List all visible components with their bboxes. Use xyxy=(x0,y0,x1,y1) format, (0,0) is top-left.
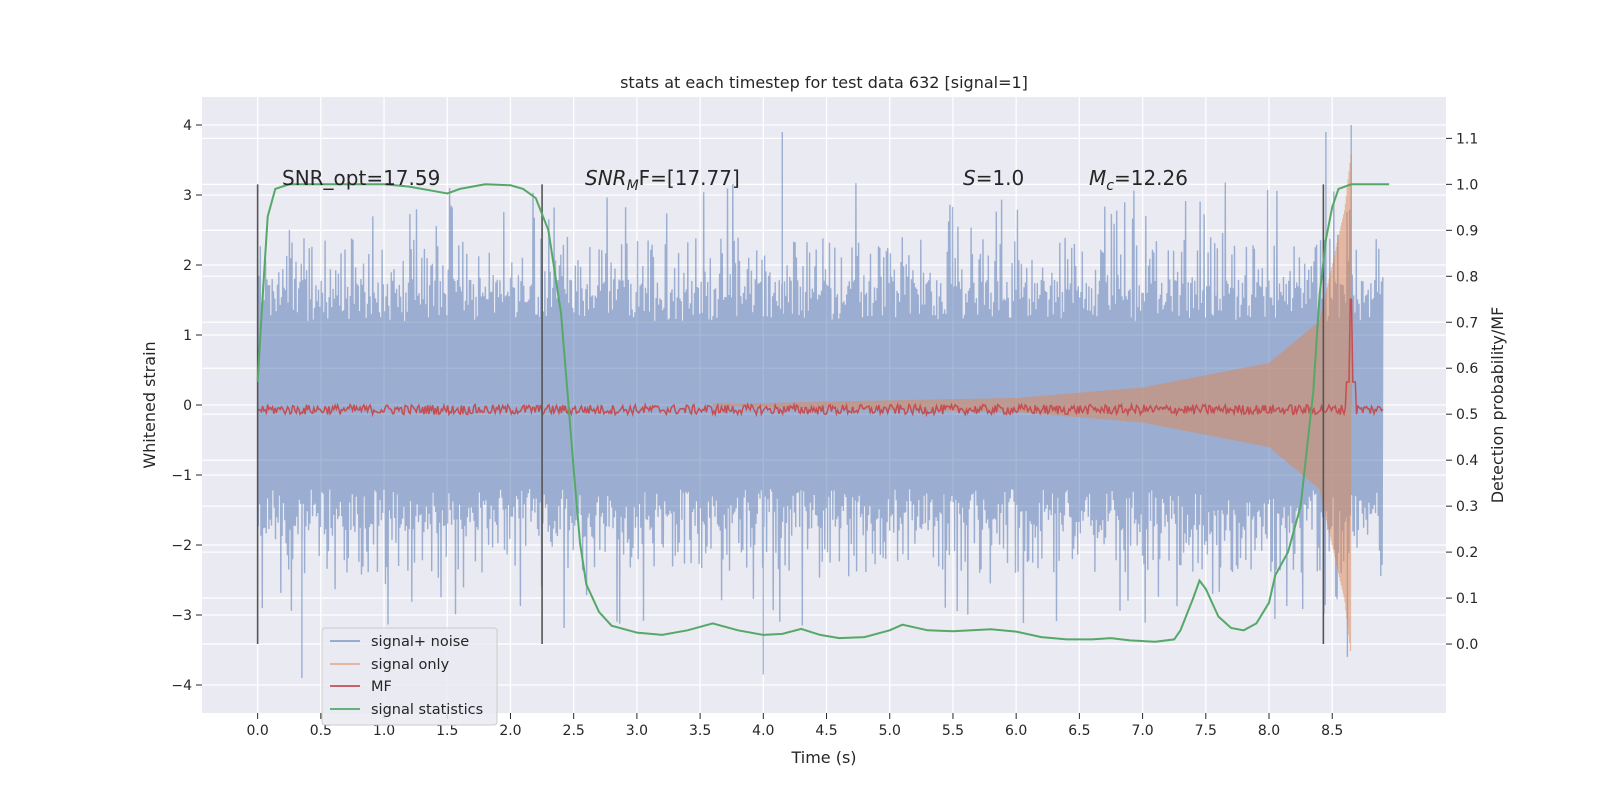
x-tick-label: 0.5 xyxy=(310,723,332,739)
left-tick-label: 0 xyxy=(183,398,192,414)
x-tick-label: 2.5 xyxy=(563,723,585,739)
mc-annotation: Mc=12.26 xyxy=(1089,166,1188,194)
right-tick-label: 0.5 xyxy=(1456,407,1478,423)
annotations: SNR_opt=17.59 SNRMF=[17.77] S=1.0 Mc=12.… xyxy=(282,166,1188,194)
x-tick-label: 8.0 xyxy=(1258,723,1280,739)
chart-title: stats at each timestep for test data 632… xyxy=(620,73,1028,92)
x-tick-label: 0.0 xyxy=(246,723,268,739)
legend-label-signal-statistics: signal statistics xyxy=(371,702,483,718)
x-tick-label: 1.0 xyxy=(373,723,395,739)
legend: signal+ noise signal only MF signal stat… xyxy=(321,627,498,726)
x-tick-label: 1.5 xyxy=(436,723,458,739)
right-axis-ticks: 1.1 1.0 0.9 0.8 0.7 0.6 0.5 0.4 0.3 0.2 0.1 0.0 xyxy=(1446,131,1478,653)
left-tick-label: −1 xyxy=(171,468,192,484)
legend-label-signal-noise: signal+ noise xyxy=(371,634,469,650)
left-axis-ticks: 4 3 2 1 0 −1 −2 −3 −4 xyxy=(171,118,202,694)
x-tick-label: 8.5 xyxy=(1321,723,1343,739)
snr-opt-annotation: SNR_opt=17.59 xyxy=(282,166,440,190)
x-tick-label: 3.5 xyxy=(689,723,711,739)
x-tick-label: 3.0 xyxy=(626,723,648,739)
right-tick-label: 0.8 xyxy=(1456,269,1478,285)
x-tick-label: 2.0 xyxy=(499,723,521,739)
right-tick-label: 1.0 xyxy=(1456,177,1478,193)
left-tick-label: 4 xyxy=(183,118,192,134)
right-tick-label: 0.1 xyxy=(1456,591,1478,607)
right-tick-label: 0.3 xyxy=(1456,499,1478,515)
signal-noise-series xyxy=(256,125,1384,678)
left-tick-label: −4 xyxy=(171,678,192,694)
x-tick-label: 7.0 xyxy=(1131,723,1153,739)
legend-label-mf: MF xyxy=(371,679,392,695)
right-tick-label: 0.9 xyxy=(1456,223,1478,239)
left-tick-label: −3 xyxy=(171,608,192,624)
left-tick-label: 1 xyxy=(183,328,192,344)
mf-series xyxy=(257,298,1384,418)
x-tick-label: 6.0 xyxy=(1005,723,1027,739)
right-tick-label: 0.2 xyxy=(1456,545,1478,561)
signal-noise-line xyxy=(256,125,1384,678)
right-tick-label: 0.4 xyxy=(1456,453,1478,469)
right-tick-label: 0.0 xyxy=(1456,637,1478,653)
left-tick-label: −2 xyxy=(171,538,192,554)
x-tick-label: 6.5 xyxy=(1068,723,1090,739)
left-axis-label: Whitened strain xyxy=(140,341,159,468)
signal-statistics-line xyxy=(256,183,1390,643)
legend-box xyxy=(321,627,498,726)
s-annotation: S=1.0 xyxy=(963,166,1024,190)
left-tick-label: 3 xyxy=(183,188,192,204)
x-tick-label: 7.5 xyxy=(1195,723,1217,739)
x-axis-ticks: 0.0 0.5 1.0 1.5 2.0 2.5 3.0 3.5 4.0 4.5 5.0 5.5 6.0 6… xyxy=(246,713,1343,739)
mf-line xyxy=(257,298,1384,418)
snr-mf-annotation: SNRMF=[17.77] xyxy=(585,166,740,194)
x-tick-label: 5.0 xyxy=(879,723,901,739)
right-tick-label: 0.6 xyxy=(1456,361,1478,377)
right-tick-label: 1.1 xyxy=(1456,131,1478,147)
left-tick-label: 2 xyxy=(183,258,192,274)
x-tick-label: 4.5 xyxy=(815,723,837,739)
x-tick-label: 5.5 xyxy=(942,723,964,739)
x-tick-label: 4.0 xyxy=(752,723,774,739)
right-tick-label: 0.7 xyxy=(1456,315,1478,331)
x-axis-label: Time (s) xyxy=(790,748,856,767)
signal-statistics-series xyxy=(256,183,1390,643)
legend-label-signal-only: signal only xyxy=(371,657,450,673)
right-axis-label: Detection probability/MF xyxy=(1488,307,1507,504)
